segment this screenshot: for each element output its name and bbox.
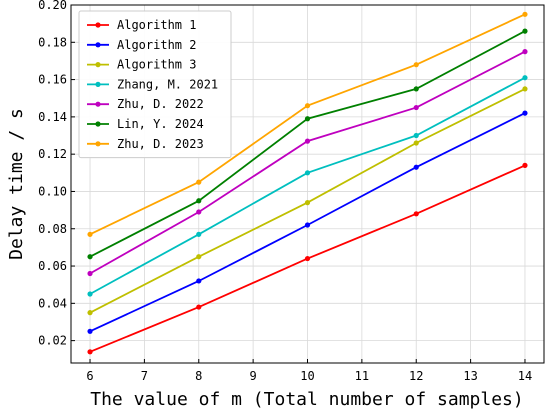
data-point-algorithm-2	[413, 164, 419, 170]
x-tick-label: 11	[355, 369, 369, 383]
data-point-zhu-d-2022	[304, 138, 311, 144]
y-tick-label: 0.10	[38, 184, 67, 198]
x-tick-label: 13	[463, 369, 477, 383]
data-point-algorithm-3	[413, 140, 419, 146]
legend-marker	[95, 141, 101, 147]
x-tick-label: 10	[300, 369, 314, 383]
data-point-zhu-d-2023	[304, 103, 311, 109]
y-tick-label: 0.04	[38, 296, 67, 310]
legend-box	[78, 10, 232, 159]
data-point-algorithm-2	[522, 110, 528, 116]
data-point-zhang-m-2021	[522, 75, 528, 81]
y-tick-label: 0.02	[38, 334, 67, 348]
x-tick-label: 7	[141, 369, 148, 383]
x-tick-label: 12	[409, 369, 423, 383]
data-point-algorithm-2	[196, 278, 202, 284]
data-point-zhang-m-2021	[304, 170, 311, 176]
legend-label: Algorithm 1	[117, 18, 196, 32]
data-point-algorithm-1	[196, 304, 202, 310]
x-tick-label: 8	[195, 369, 202, 383]
x-tick-label: 9	[250, 369, 257, 383]
series-lines	[87, 11, 528, 355]
legend-label: Zhang, M. 2021	[117, 77, 218, 91]
data-point-lin-y-2024	[522, 28, 528, 34]
y-tick-label: 0.06	[38, 259, 67, 273]
axis-ticks: 6 7 8 9 10 11 12 13 14 0.02 0.04 0.06 0.08 0.10 0.12 0.…	[38, 0, 532, 383]
plot-frame	[70, 4, 545, 364]
data-point-zhu-d-2022	[413, 104, 419, 111]
y-tick-label: 0.20	[38, 0, 67, 12]
legend-marker	[95, 121, 101, 127]
legend-label: Algorithm 2	[117, 38, 196, 52]
legend: Algorithm 1 Algorithm 2 Algorithm 3 Zhang, …	[78, 10, 232, 159]
data-point-algorithm-3	[87, 310, 93, 316]
x-tick-label: 14	[518, 369, 532, 383]
data-point-lin-y-2024	[87, 254, 93, 260]
legend-label: Zhu, D. 2022	[117, 97, 204, 111]
data-point-zhu-d-2023	[413, 62, 419, 68]
data-point-algorithm-2	[87, 328, 93, 334]
data-point-zhang-m-2021	[87, 291, 93, 297]
data-point-lin-y-2024	[304, 116, 311, 122]
data-point-zhang-m-2021	[196, 231, 202, 237]
data-point-zhu-d-2023	[87, 231, 93, 237]
data-point-zhu-d-2022	[522, 49, 528, 55]
legend-marker	[95, 101, 101, 107]
data-point-algorithm-2	[304, 222, 311, 228]
data-point-algorithm-3	[522, 86, 528, 92]
data-point-algorithm-1	[87, 349, 93, 355]
legend-marker	[95, 62, 101, 68]
legend-marker	[95, 22, 101, 28]
data-point-algorithm-3	[196, 254, 202, 260]
data-point-zhu-d-2022	[87, 270, 93, 277]
x-axis-label: The value of m (Total number of samples)	[90, 389, 523, 410]
legend-label: Zhu, D. 2023	[117, 137, 204, 151]
data-point-zhu-d-2023	[522, 11, 528, 17]
y-axis-label: Delay time / s	[6, 108, 27, 260]
legend-marker	[95, 81, 101, 87]
data-point-algorithm-1	[413, 211, 419, 217]
data-point-zhu-d-2022	[196, 209, 202, 215]
data-point-zhu-d-2023	[196, 179, 202, 185]
data-point-algorithm-1	[522, 162, 528, 168]
data-point-lin-y-2024	[413, 86, 419, 92]
y-tick-label: 0.18	[38, 35, 67, 49]
legend-label: Lin, Y. 2024	[117, 117, 204, 131]
y-tick-label: 0.14	[38, 110, 67, 124]
legend-marker	[95, 42, 101, 48]
y-tick-label: 0.16	[38, 73, 67, 87]
data-point-lin-y-2024	[196, 198, 202, 204]
data-point-algorithm-3	[304, 200, 311, 206]
data-point-zhang-m-2021	[413, 132, 419, 139]
y-tick-label: 0.08	[38, 222, 67, 236]
data-point-algorithm-1	[304, 255, 311, 262]
y-tick-label: 0.12	[38, 147, 67, 161]
x-tick-label: 6	[86, 369, 93, 383]
legend-label: Algorithm 3	[117, 58, 196, 72]
